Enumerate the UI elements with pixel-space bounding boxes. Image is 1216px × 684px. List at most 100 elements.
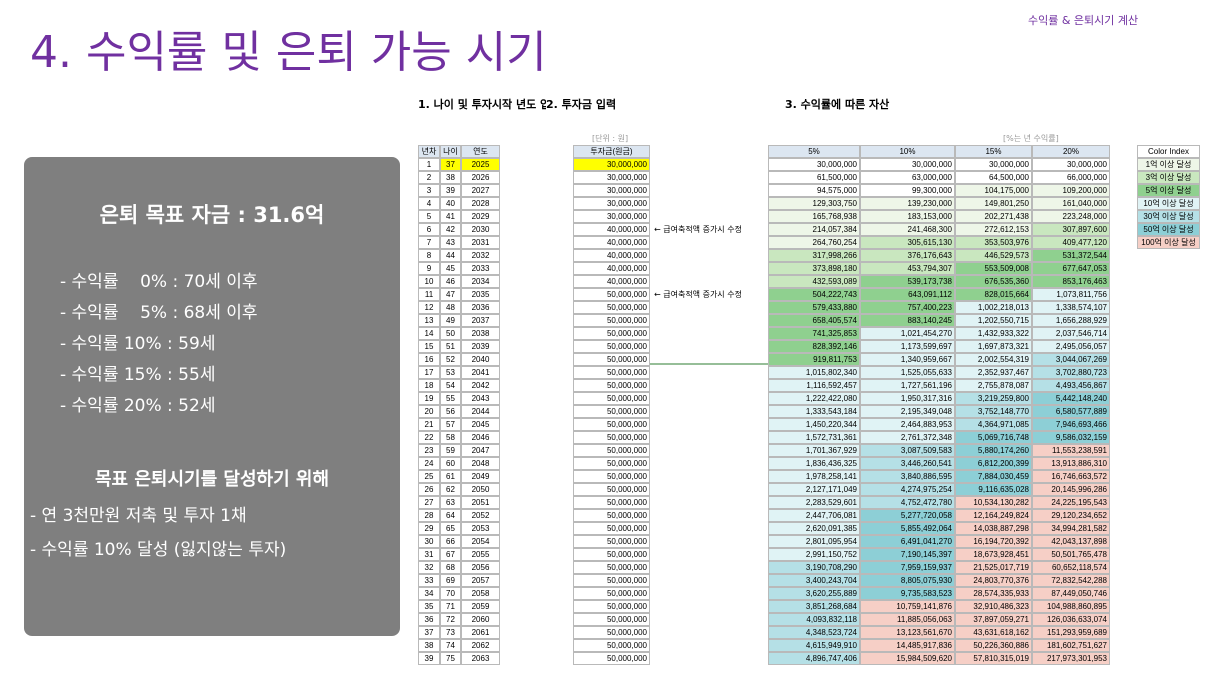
input-cell: 50,000,000 <box>573 535 650 548</box>
asset-cell: 1,978,258,141 <box>768 470 860 483</box>
asset-cell: 2,620,091,385 <box>768 522 860 535</box>
asset-cell: 4,752,472,780 <box>860 496 955 509</box>
asset-cell: 1,338,574,107 <box>1032 301 1110 314</box>
goal-text: 은퇴 목표 자금 : 31.6억 <box>99 203 325 227</box>
input-cell: 40 <box>440 197 461 210</box>
asset-cell: 63,000,000 <box>860 171 955 184</box>
input-cell: 48 <box>440 301 461 314</box>
asset-cell: 2,447,706,081 <box>768 509 860 522</box>
input-cell: 49 <box>440 314 461 327</box>
column-header: 나이 <box>440 145 461 158</box>
input-cell: 30 <box>418 535 440 548</box>
asset-cell: 3,446,260,541 <box>860 457 955 470</box>
input-cell: 59 <box>440 444 461 457</box>
input-cell: 2058 <box>461 587 500 600</box>
asset-cell: 104,175,000 <box>955 184 1032 197</box>
input-cell: 50,000,000 <box>573 574 650 587</box>
input-cell: 55 <box>440 392 461 405</box>
input-cell: 38 <box>418 639 440 652</box>
asset-cell: 214,057,384 <box>768 223 860 236</box>
input-cell: 50,000,000 <box>573 366 650 379</box>
asset-cell: 531,372,544 <box>1032 249 1110 262</box>
input-cell: 50,000,000 <box>573 288 650 301</box>
input-cell: 2056 <box>461 561 500 574</box>
asset-cell: 1,572,731,361 <box>768 431 860 444</box>
asset-cell: 579,433,880 <box>768 301 860 314</box>
input-cell: 50,000,000 <box>573 301 650 314</box>
input-cell: 37 <box>418 626 440 639</box>
asset-cell: 217,973,301,953 <box>1032 652 1110 665</box>
input-cell: 50,000,000 <box>573 613 650 626</box>
input-cell: 2040 <box>461 353 500 366</box>
input-cell: 50,000,000 <box>573 626 650 639</box>
asset-cell: 14,485,917,836 <box>860 639 955 652</box>
asset-cell: 50,226,360,886 <box>955 639 1032 652</box>
input-cell: 50,000,000 <box>573 457 650 470</box>
input-cell: 67 <box>440 548 461 561</box>
asset-cell: 4,364,971,085 <box>955 418 1032 431</box>
asset-cell: 883,140,245 <box>860 314 955 327</box>
input-cell: 31 <box>418 548 440 561</box>
asset-cell: 9,735,583,523 <box>860 587 955 600</box>
input-cell: 50,000,000 <box>573 639 650 652</box>
asset-cell: 1,697,873,321 <box>955 340 1032 353</box>
color-index-title: Color Index <box>1137 145 1200 158</box>
input-cell: 50,000,000 <box>573 587 650 600</box>
input-cell: 42 <box>440 223 461 236</box>
input-cell: 52 <box>440 353 461 366</box>
color-index-item: 5억 이상 달성 <box>1137 184 1200 197</box>
asset-cell: 2,761,372,348 <box>860 431 955 444</box>
input-cell: 2043 <box>461 392 500 405</box>
input-cell: 50,000,000 <box>573 314 650 327</box>
asset-cell: 28,574,335,933 <box>955 587 1032 600</box>
input-cell: 18 <box>418 379 440 392</box>
input-cell: 50,000,000 <box>573 379 650 392</box>
input-cell: 66 <box>440 535 461 548</box>
input-cell: 10 <box>418 275 440 288</box>
rate-line: - 수익률 5% : 68세 이후 <box>60 303 258 323</box>
rate-line: - 수익률 20% : 52세 <box>60 396 216 416</box>
unit-note: [단위 : 원] <box>592 134 629 143</box>
asset-cell: 5,442,148,240 <box>1032 392 1110 405</box>
color-index-item: 1억 이상 달성 <box>1137 158 1200 171</box>
asset-cell: 409,477,120 <box>1032 236 1110 249</box>
input-cell: 35 <box>418 600 440 613</box>
input-cell: 40,000,000 <box>573 262 650 275</box>
input-cell: 46 <box>440 275 461 288</box>
plan-line: - 수익률 10% 달성 (잃지않는 투자) <box>30 540 287 560</box>
input-cell: 53 <box>440 366 461 379</box>
asset-cell: 30,000,000 <box>955 158 1032 171</box>
input-cell: 19 <box>418 392 440 405</box>
asset-cell: 87,449,050,746 <box>1032 587 1110 600</box>
asset-cell: 2,991,150,752 <box>768 548 860 561</box>
asset-cell: 1,202,550,715 <box>955 314 1032 327</box>
asset-cell: 453,794,307 <box>860 262 955 275</box>
asset-cell: 5,880,174,260 <box>955 444 1032 457</box>
input-cell: 2033 <box>461 262 500 275</box>
color-index-item: 3억 이상 달성 <box>1137 171 1200 184</box>
asset-cell: 2,037,546,714 <box>1032 327 1110 340</box>
asset-cell: 1,021,454,270 <box>860 327 955 340</box>
input-cell: 2030 <box>461 223 500 236</box>
input-cell: 9 <box>418 262 440 275</box>
input-cell: 21 <box>418 418 440 431</box>
input-cell: 13 <box>418 314 440 327</box>
asset-cell: 504,222,743 <box>768 288 860 301</box>
input-cell: 63 <box>440 496 461 509</box>
input-cell: 2059 <box>461 600 500 613</box>
input-cell: 58 <box>440 431 461 444</box>
asset-cell: 4,615,949,910 <box>768 639 860 652</box>
asset-cell: 2,352,937,467 <box>955 366 1032 379</box>
input-cell: 50,000,000 <box>573 353 650 366</box>
asset-cell: 24,803,770,376 <box>955 574 1032 587</box>
asset-cell: 223,248,000 <box>1032 210 1110 223</box>
asset-cell: 57,810,315,019 <box>955 652 1032 665</box>
asset-cell: 165,768,938 <box>768 210 860 223</box>
asset-cell: 14,038,887,298 <box>955 522 1032 535</box>
asset-cell: 553,509,008 <box>955 262 1032 275</box>
asset-cell: 2,464,883,953 <box>860 418 955 431</box>
asset-cell: 353,503,976 <box>955 236 1032 249</box>
input-cell: 75 <box>440 652 461 665</box>
input-cell: 50,000,000 <box>573 340 650 353</box>
asset-cell: 6,812,200,399 <box>955 457 1032 470</box>
